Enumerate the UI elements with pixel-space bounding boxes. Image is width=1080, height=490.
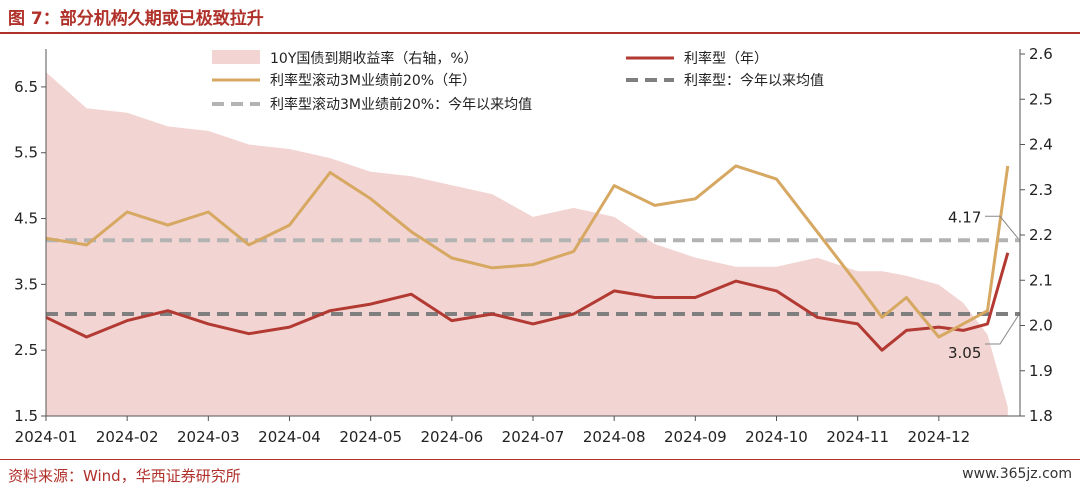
x-tick-label: 2024-04 (258, 428, 321, 446)
x-tick-label: 2024-08 (583, 428, 646, 446)
mean-lines-layer (46, 238, 1020, 316)
top20-duration-line-series (45, 164, 1010, 339)
x-tick-label: 2024-12 (907, 428, 970, 446)
legend-entry-label: 10Y国债到期收益率（右轴，%） (270, 50, 478, 67)
series-lines-layer (45, 164, 1010, 352)
x-tick-label: 2024-03 (177, 428, 240, 446)
right-tick-label: 2.4 (1029, 136, 1053, 154)
axes: 1.5 2.5 3.5 4.5 5.5 6.5 1.8 1.9 2.0 2.1 2.2 2.3 2.4 2… (14, 45, 1053, 446)
left-tick-label: 4.5 (14, 210, 38, 228)
right-tick-label: 2.1 (1029, 271, 1053, 289)
left-tick-label: 2.5 (14, 341, 38, 359)
area-layer (46, 72, 1008, 416)
legend-entry-label: 利率型：今年以来均值 (684, 72, 824, 89)
right-tick-label: 2.3 (1029, 181, 1053, 199)
legend: 10Y国债到期收益率（右轴，%） 利率型（年） 利率型滚动3M业绩前20%（年） 利率… (212, 50, 824, 113)
annotation-leader-line (985, 315, 1019, 345)
yield-area-series (46, 72, 1008, 416)
left-tick-label: 5.5 (14, 144, 38, 162)
legend-swatch-area (212, 50, 260, 64)
x-tick-label: 2024-02 (96, 428, 159, 446)
left-tick-label: 1.5 (14, 407, 38, 425)
duration-line-series (45, 252, 1010, 352)
legend-entry-label: 利率型滚动3M业绩前20%（年） (270, 72, 476, 89)
chart: 1.5 2.5 3.5 4.5 5.5 6.5 1.8 1.9 2.0 2.1 2.2 2.3 2.4 2… (14, 45, 1053, 446)
x-tick-label: 2024-11 (826, 428, 889, 446)
right-tick-label: 2.2 (1029, 226, 1053, 244)
source-note: 资料来源：Wind，华西证券研究所 (8, 467, 241, 485)
x-tick-label: 2024-07 (502, 428, 565, 446)
right-tick-label: 2.6 (1029, 45, 1053, 63)
right-tick-label: 2.0 (1029, 317, 1053, 335)
annotation-top20-mean-value: 4.17 (948, 208, 981, 226)
annotation-duration-mean-value: 3.05 (948, 344, 981, 362)
source-divider (0, 459, 1080, 460)
x-tick-label: 2024-10 (745, 428, 808, 446)
legend-entry-label: 利率型（年） (684, 50, 768, 67)
annotation-leader-line (985, 215, 1019, 239)
x-tick-label: 2024-06 (420, 428, 483, 446)
watermark-text: www.365jz.com (962, 466, 1072, 482)
legend-entry-label: 利率型滚动3M业绩前20%：今年以来均值 (270, 96, 532, 113)
x-tick-label: 2024-09 (664, 428, 727, 446)
annotations: 4.17 3.05 (948, 208, 1019, 362)
title-divider (0, 32, 1080, 34)
x-tick-label: 2024-01 (15, 428, 78, 446)
left-tick-label: 6.5 (14, 78, 38, 96)
right-tick-label: 1.8 (1029, 407, 1053, 425)
right-tick-label: 2.5 (1029, 90, 1053, 108)
left-tick-label: 3.5 (14, 275, 38, 293)
x-tick-label: 2024-05 (339, 428, 402, 446)
right-tick-label: 1.9 (1029, 362, 1053, 380)
figure-title: 图 7：部分机构久期或已极致拉升 (8, 9, 264, 29)
